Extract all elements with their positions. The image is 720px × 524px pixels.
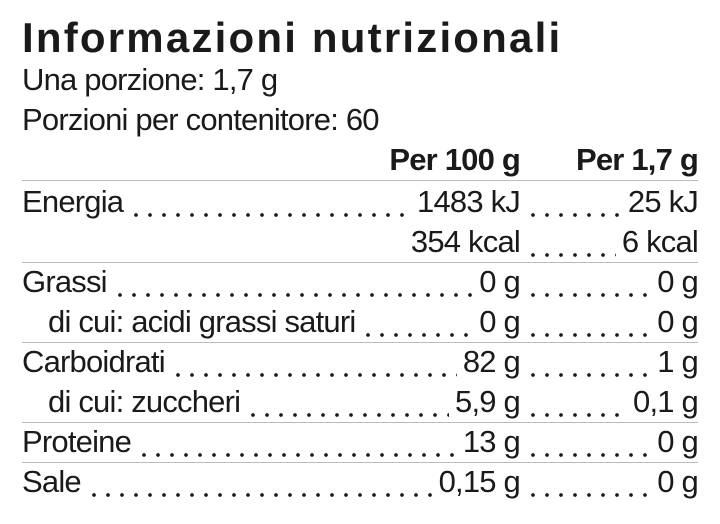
value-per-100g: 5,9 g xyxy=(455,384,521,419)
col2: 0 g xyxy=(520,422,699,462)
nutrient-name: Carboidrati xyxy=(22,344,166,379)
value-per-serving: 0 g xyxy=(657,304,698,339)
col2: 6 kcal xyxy=(520,222,699,262)
col2: 0 g xyxy=(520,262,699,302)
value-per-100g: 0 g xyxy=(479,264,520,299)
nutrient-row: Energia 1483 kJ 25 kJ xyxy=(22,182,699,222)
col1: 354 kcal xyxy=(22,222,521,262)
nutrient-name: di cui: acidi grassi saturi xyxy=(48,304,356,339)
value-per-serving: 0,1 g xyxy=(633,384,699,419)
nutrient-row: 354 kcal 6 kcal xyxy=(22,222,699,262)
servings-per-container: Porzioni per contenitore: 60 xyxy=(22,102,380,137)
header-row: Per 100 g Per 1,7 g xyxy=(22,140,698,180)
header-per-100g: Per 100 g xyxy=(389,142,520,177)
value-per-serving: 0 g xyxy=(657,464,698,499)
nutrient-row: Proteine 13 g 0 g xyxy=(22,422,699,462)
dot-leader xyxy=(526,382,628,422)
col1: di cui: acidi grassi saturi 0 g xyxy=(22,302,521,342)
value-per-serving: 0 g xyxy=(657,264,698,299)
nutrient-name: Sale xyxy=(22,464,82,499)
col1: di cui: zuccheri 5,9 g xyxy=(22,382,521,422)
nutrient-row: Carboidrati 82 g 1 g xyxy=(22,342,699,382)
header-col2: Per 1,7 g xyxy=(520,140,699,180)
col1: Carboidrati 82 g xyxy=(22,342,521,382)
dot-leader xyxy=(526,262,652,302)
serving-size: Una porzione: 1,7 g xyxy=(22,62,278,97)
value-per-100g: 1483 kJ xyxy=(417,184,521,219)
dot-leader xyxy=(361,302,474,342)
header-per-serving: Per 1,7 g xyxy=(575,142,699,177)
rule xyxy=(22,180,698,181)
col2: 0 g xyxy=(520,462,699,502)
dot-leader xyxy=(526,462,652,502)
dot-leader xyxy=(526,182,622,222)
col1: Energia 1483 kJ xyxy=(22,182,521,222)
dot-leader xyxy=(526,342,652,382)
col1: Proteine 13 g xyxy=(22,422,521,462)
dot-leader xyxy=(526,422,652,462)
value-per-serving: 1 g xyxy=(657,344,698,379)
dot-leader xyxy=(526,222,616,262)
nutrient-row: di cui: zuccheri 5,9 g 0,1 g xyxy=(22,382,699,422)
dot-leader xyxy=(246,382,450,422)
value-per-100g: 82 g xyxy=(462,344,521,379)
nutrient-row: Grassi 0 g 0 g xyxy=(22,262,699,302)
dot-leader xyxy=(112,262,474,302)
col2: 1 g xyxy=(520,342,699,382)
col2: 25 kJ xyxy=(520,182,699,222)
header-col1: Per 100 g xyxy=(22,140,520,180)
nutrient-name: di cui: zuccheri xyxy=(48,384,241,419)
value-per-100g: 354 kcal xyxy=(410,224,521,259)
dot-leader xyxy=(86,462,433,502)
value-per-100g: 0 g xyxy=(479,304,520,339)
title: Informazioni nutrizionali xyxy=(22,14,563,61)
col1: Grassi 0 g xyxy=(22,262,521,302)
col1: Sale 0,15 g xyxy=(22,462,521,502)
nutrient-name: Proteine xyxy=(22,424,132,459)
col2: 0,1 g xyxy=(520,382,699,422)
value-per-100g: 0,15 g xyxy=(438,464,521,499)
value-per-100g: 13 g xyxy=(462,424,521,459)
dot-leader xyxy=(526,302,652,342)
dot-leader xyxy=(170,342,457,382)
nutrient-name: Grassi xyxy=(22,264,108,299)
spacer xyxy=(22,222,411,262)
value-per-serving: 0 g xyxy=(657,424,698,459)
value-per-serving: 6 kcal xyxy=(621,224,699,259)
nutrient-name: Energia xyxy=(22,184,124,219)
col2: 0 g xyxy=(520,302,699,342)
value-per-serving: 25 kJ xyxy=(627,184,699,219)
nutrient-row: di cui: acidi grassi saturi 0 g 0 g xyxy=(22,302,699,342)
dot-leader xyxy=(129,182,412,222)
dot-leader xyxy=(137,422,457,462)
nutrient-row: Sale 0,15 g 0 g xyxy=(22,462,699,502)
